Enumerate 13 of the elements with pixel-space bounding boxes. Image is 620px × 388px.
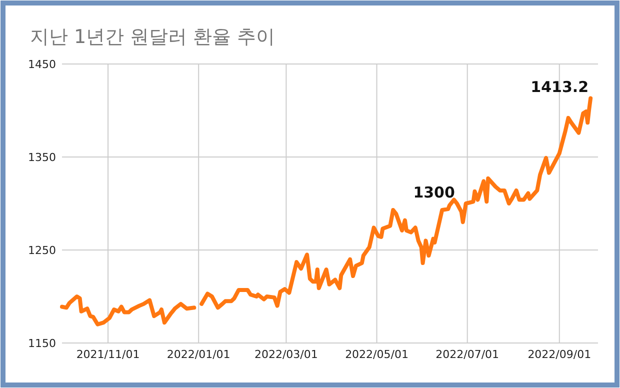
- y-tick-label: 1250: [28, 244, 56, 257]
- y-tick-label: 1150: [28, 337, 56, 350]
- y-tick-label: 1450: [28, 58, 56, 71]
- x-tick-label: 2022/01/01: [166, 348, 230, 361]
- x-tick-label: 2022/09/01: [528, 348, 592, 361]
- x-tick-label: 2022/07/01: [436, 348, 500, 361]
- annotation: 1300: [413, 184, 455, 202]
- x-tick-label: 2022/03/01: [254, 348, 318, 361]
- y-tick-label: 1350: [28, 151, 56, 164]
- x-tick-label: 2021/11/01: [76, 348, 140, 361]
- annotation: 1413.2: [530, 78, 589, 96]
- x-tick-label: 2022/05/01: [345, 348, 408, 361]
- chart-title: 지난 1년간 원달러 환율 추이: [30, 26, 276, 48]
